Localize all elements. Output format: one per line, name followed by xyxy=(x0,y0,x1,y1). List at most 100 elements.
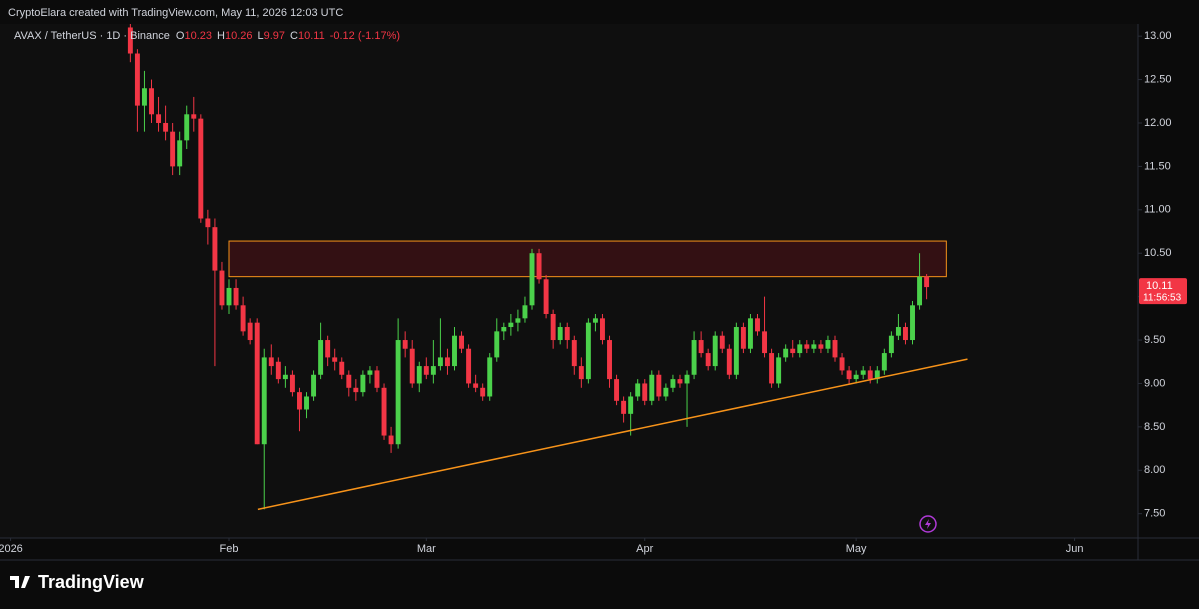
candle-body xyxy=(268,357,274,367)
candle-body xyxy=(776,357,782,384)
candle-body xyxy=(191,114,197,119)
candle-body xyxy=(726,348,732,375)
y-tick-label: 12.00 xyxy=(1144,117,1172,129)
candle-body xyxy=(924,276,930,288)
trendline xyxy=(257,358,968,511)
candle-body xyxy=(578,366,584,380)
candle-body xyxy=(910,305,915,341)
y-tick-label: 8.00 xyxy=(1144,464,1165,476)
candle-body xyxy=(501,327,507,332)
x-tick-label: Jun xyxy=(1066,543,1084,555)
candle-body xyxy=(642,383,648,401)
candle-body xyxy=(635,383,641,397)
x-tick-label: Feb xyxy=(220,543,239,555)
candle-body xyxy=(339,361,345,375)
candle-body xyxy=(297,392,302,410)
candle-body xyxy=(677,379,683,384)
brand: TradingView xyxy=(38,572,145,592)
candle-body xyxy=(543,279,549,314)
legend-label: H xyxy=(217,30,225,42)
x-tick-label: 2026 xyxy=(0,543,23,555)
candle-body xyxy=(888,335,894,354)
candle-body xyxy=(198,118,204,219)
candle-body xyxy=(656,374,662,397)
candle-body xyxy=(839,357,845,371)
candle-body xyxy=(184,114,190,141)
candle-body xyxy=(444,357,450,367)
symbol: AVAX / TetherUS · 1D · Binance xyxy=(14,30,170,42)
candle-body xyxy=(480,387,486,397)
candle-body xyxy=(134,53,140,106)
candle-body xyxy=(811,344,817,349)
candle-body xyxy=(212,227,218,271)
candle-body xyxy=(247,322,253,341)
legend-low: 9.97 xyxy=(264,30,285,42)
candle-body xyxy=(522,305,528,319)
candle-body xyxy=(515,318,521,323)
candle-body xyxy=(233,287,239,306)
candle-body xyxy=(740,327,746,349)
candle-body xyxy=(127,27,133,54)
candle-body xyxy=(311,374,317,397)
legend-open: 10.23 xyxy=(184,30,212,42)
candle-body xyxy=(825,340,831,349)
price-label: 10.11 xyxy=(1146,280,1173,292)
candle-body xyxy=(254,322,260,445)
x-tick-label: Mar xyxy=(417,543,436,555)
candle-body xyxy=(156,114,162,123)
candle-body xyxy=(571,340,577,367)
candle-body xyxy=(226,287,232,306)
candle-body xyxy=(459,335,465,349)
candle-body xyxy=(466,348,472,384)
candle-body xyxy=(177,140,183,167)
candle-body xyxy=(374,370,380,388)
candle-body xyxy=(430,366,436,375)
candle-body xyxy=(663,387,669,397)
candle-body xyxy=(409,348,415,384)
y-tick-label: 7.50 xyxy=(1144,508,1165,520)
candle-body xyxy=(318,340,324,375)
candle-body xyxy=(360,374,366,393)
candle-body xyxy=(487,357,493,397)
candle-body xyxy=(346,374,352,388)
candle-body xyxy=(649,374,655,401)
candle-body xyxy=(698,340,704,354)
candle-body xyxy=(289,374,295,393)
candle-body xyxy=(353,387,359,393)
candle-body xyxy=(600,318,605,341)
candle-body xyxy=(790,348,796,354)
candle-body xyxy=(423,366,429,375)
candle-body xyxy=(867,370,873,380)
candle-body xyxy=(170,131,176,167)
candle-body xyxy=(804,344,810,349)
candle-body xyxy=(860,370,866,375)
x-tick-label: Apr xyxy=(636,543,653,555)
candle-body xyxy=(557,327,563,341)
legend: AVAX / TetherUS · 1D · Binance O10.23 H10.… xyxy=(14,30,400,42)
y-tick-label: 13.00 xyxy=(1144,30,1172,42)
candle-body xyxy=(332,357,338,362)
candle-body xyxy=(903,327,908,341)
candle-body xyxy=(550,313,556,341)
brand-logo[interactable]: TradingView xyxy=(10,572,145,592)
candle-body xyxy=(917,276,923,306)
candle-body xyxy=(564,327,570,341)
candle-body xyxy=(783,348,789,358)
candle-body xyxy=(585,322,591,380)
candle-body xyxy=(494,331,500,358)
plot-area xyxy=(0,24,1138,538)
candle-body xyxy=(261,357,267,445)
y-tick-label: 8.50 xyxy=(1144,421,1165,433)
y-tick-label: 10.50 xyxy=(1144,247,1172,259)
plot xyxy=(127,24,968,511)
candle-body xyxy=(473,383,479,388)
candle-body xyxy=(719,335,725,349)
y-tick-label: 11.00 xyxy=(1144,204,1171,216)
candle-body xyxy=(684,374,690,384)
alert-icon[interactable] xyxy=(919,515,937,533)
candle-body xyxy=(395,340,401,445)
candle-body xyxy=(437,357,443,367)
countdown: 11:56:53 xyxy=(1143,293,1182,304)
candle-body xyxy=(402,340,408,349)
